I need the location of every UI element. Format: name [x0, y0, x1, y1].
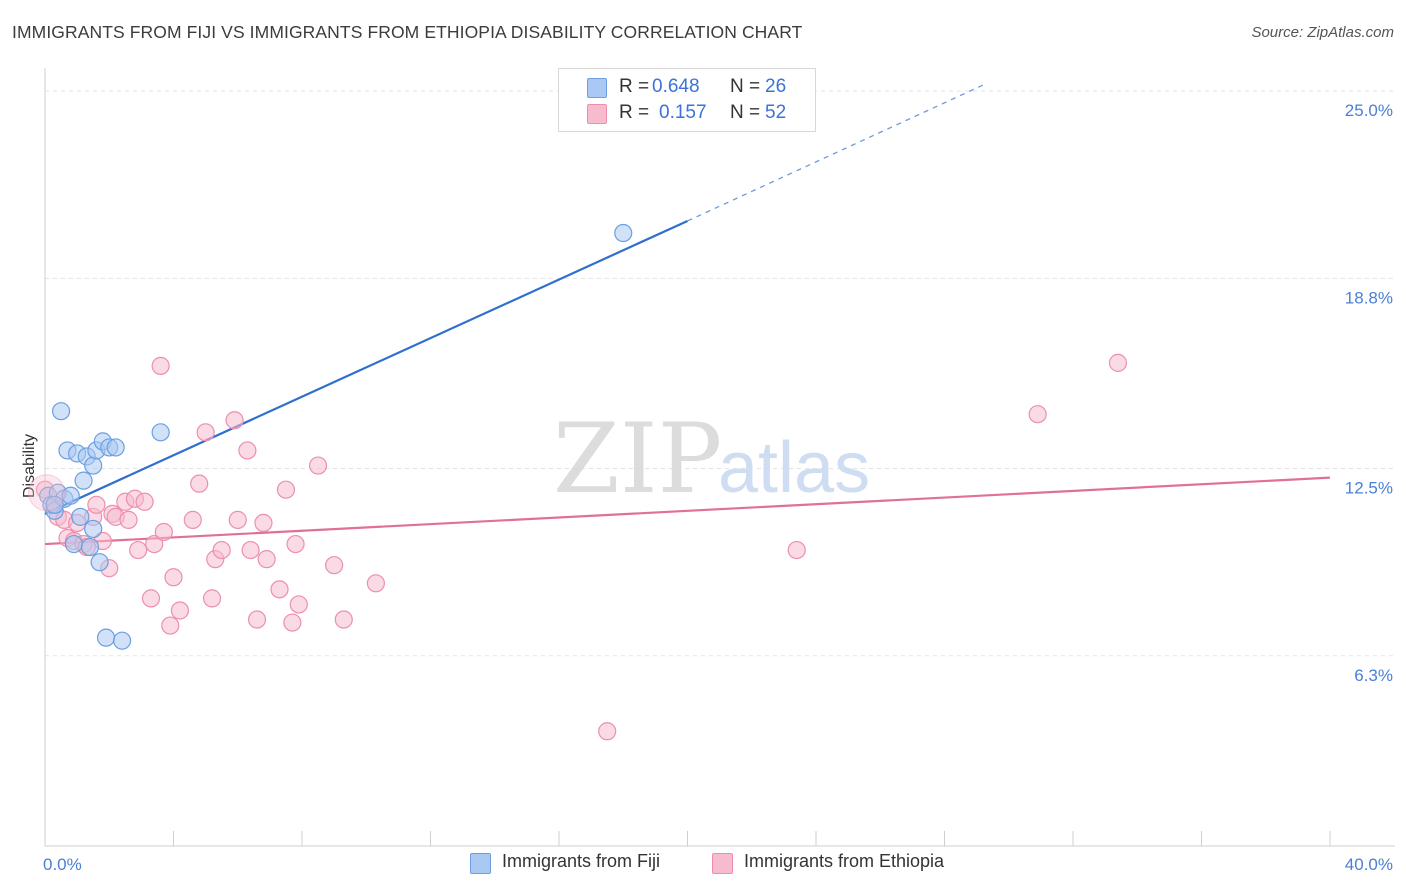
data-point-ethiopia: [196, 423, 215, 442]
data-point-ethiopia: [183, 510, 202, 529]
legend-r-value: 0.157: [659, 102, 707, 123]
legend-n-label: N =: [730, 102, 761, 123]
y-tick-label: 12.5%: [1345, 479, 1393, 498]
data-point-fiji: [45, 495, 64, 514]
data-point-ethiopia: [283, 613, 302, 632]
data-point-ethiopia: [225, 411, 244, 430]
data-point-ethiopia: [334, 610, 353, 629]
legend-swatch-ethiopia: [712, 853, 733, 874]
y-tick-labels: 6.3% 12.5% 18.8% 25.0%: [1345, 101, 1393, 685]
legend-r-value: 0.648: [652, 76, 700, 97]
data-points: [28, 223, 1128, 741]
legend-n-value: 26: [765, 76, 787, 97]
source-credit: Source: ZipAtlas.com: [1251, 24, 1394, 41]
data-point-ethiopia: [1028, 405, 1047, 424]
data-point-ethiopia: [276, 480, 296, 499]
data-point-fiji: [84, 519, 103, 539]
data-point-fiji: [90, 553, 109, 572]
data-point-fiji: [61, 486, 80, 505]
gridlines: [45, 90, 1395, 657]
data-point-fiji: [51, 402, 71, 421]
data-point-ethiopia: [598, 722, 617, 741]
data-point-fiji: [106, 438, 125, 457]
data-point-fiji: [96, 628, 116, 647]
y-axis-label: Disability: [21, 434, 38, 498]
data-point-fiji: [80, 537, 100, 557]
legend-label-fiji: Immigrants from Fiji: [502, 851, 661, 871]
data-point-ethiopia: [119, 510, 138, 529]
data-point-ethiopia: [154, 522, 173, 542]
data-point-ethiopia: [270, 580, 289, 599]
data-point-ethiopia: [151, 356, 170, 375]
data-point-ethiopia: [129, 540, 148, 560]
data-point-ethiopia: [141, 589, 161, 608]
data-point-ethiopia: [164, 568, 183, 587]
legend-swatch-fiji: [470, 853, 491, 874]
y-tick-label: 18.8%: [1345, 288, 1393, 307]
data-point-ethiopia: [308, 456, 328, 475]
watermark-atlas: atlas: [718, 428, 870, 508]
data-point-ethiopia: [257, 550, 276, 569]
data-point-fiji: [151, 423, 170, 442]
correlation-legend: R = 0.648 N = 26 R = 0.157 N = 52: [558, 68, 816, 132]
data-point-ethiopia: [366, 574, 385, 593]
data-point-ethiopia: [286, 534, 305, 554]
data-point-ethiopia: [161, 616, 180, 635]
legend-label-ethiopia: Immigrants from Ethiopia: [744, 851, 945, 871]
data-point-ethiopia: [170, 601, 190, 620]
legend-r-label: R =: [619, 76, 650, 97]
data-point-ethiopia: [202, 589, 222, 608]
trend-line-fiji: [44, 219, 688, 515]
x-tick-labels: 0.0% 40.0%: [43, 855, 1393, 874]
watermark: ZIP atlas: [553, 403, 870, 515]
data-point-ethiopia: [87, 495, 106, 514]
trend-lines: [44, 84, 1331, 546]
data-point-ethiopia: [145, 534, 164, 554]
axes: [44, 68, 1395, 847]
legend-n-value: 52: [765, 102, 787, 123]
data-point-ethiopia: [228, 510, 247, 529]
data-point-cluster: [28, 474, 66, 512]
legend-n-label: N =: [730, 76, 761, 97]
data-point-fiji: [84, 456, 103, 475]
data-point-ethiopia: [1108, 353, 1128, 372]
data-point-ethiopia: [289, 595, 308, 614]
trend-extension-fiji: [687, 84, 984, 222]
data-point-ethiopia: [238, 441, 257, 460]
data-point-ethiopia: [212, 540, 231, 560]
y-tick-label: 25.0%: [1345, 101, 1393, 120]
data-point-fiji: [614, 223, 633, 243]
legend-swatch-ethiopia: [587, 104, 607, 124]
legend-r-label: R =: [619, 102, 650, 123]
data-point-ethiopia: [787, 540, 806, 560]
x-tick-label: 0.0%: [43, 855, 82, 874]
legend-swatch-fiji: [587, 78, 607, 98]
data-point-fiji: [74, 471, 93, 490]
data-point-ethiopia: [247, 610, 267, 629]
trend-line-ethiopia: [44, 476, 1331, 546]
data-point-fiji: [64, 534, 84, 554]
y-tick-label: 6.3%: [1354, 666, 1393, 685]
data-point-ethiopia: [254, 513, 273, 533]
data-point-ethiopia: [241, 540, 260, 560]
data-point-fiji: [71, 507, 90, 526]
data-point-ethiopia: [135, 492, 154, 511]
chart-title: IMMIGRANTS FROM FIJI VS IMMIGRANTS FROM …: [12, 22, 803, 42]
data-point-ethiopia: [325, 556, 344, 575]
data-point-ethiopia: [190, 474, 209, 493]
x-tick-label: 40.0%: [1345, 855, 1393, 874]
watermark-zip: ZIP: [553, 403, 722, 515]
data-point-fiji: [112, 631, 132, 650]
